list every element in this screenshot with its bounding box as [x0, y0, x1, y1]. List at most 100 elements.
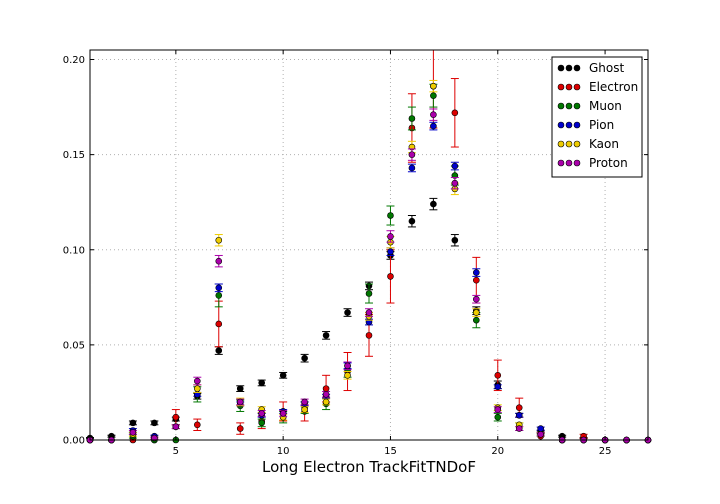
legend-marker — [565, 159, 573, 167]
data-point — [258, 379, 265, 387]
data-point — [515, 425, 523, 432]
data-point — [430, 122, 437, 130]
legend-marker — [565, 83, 573, 91]
data-point — [194, 421, 201, 429]
data-point — [258, 419, 265, 427]
data-point — [301, 354, 308, 362]
data-point — [430, 111, 437, 118]
legend-marker — [557, 64, 565, 72]
plot-frame — [89, 49, 649, 441]
data-point — [215, 320, 223, 328]
data-point — [215, 284, 223, 292]
data-point — [473, 309, 480, 316]
y-tick-label: 0.00 — [63, 436, 85, 447]
data-point — [387, 212, 394, 219]
data-point — [322, 391, 330, 398]
x-tick-label: 20 — [491, 446, 504, 457]
data-point — [430, 92, 437, 99]
legend-marker — [573, 102, 581, 110]
data-point — [473, 269, 480, 276]
legend-label: Pion — [589, 118, 614, 132]
legend-marker — [573, 121, 581, 129]
data-point — [215, 257, 223, 265]
data-point — [236, 398, 244, 406]
legend-label: Kaon — [589, 137, 619, 151]
x-tick-label: 10 — [277, 446, 290, 457]
data-point — [365, 290, 373, 297]
data-point — [151, 419, 158, 427]
legend-marker — [557, 159, 565, 167]
legend-label: Ghost — [589, 61, 624, 75]
data-point — [258, 410, 265, 417]
data-point — [537, 430, 544, 438]
data-point — [451, 162, 459, 170]
data-point — [322, 398, 330, 406]
data-point — [344, 362, 351, 370]
data-point — [301, 398, 308, 406]
legend-marker — [565, 121, 573, 129]
data-point — [515, 404, 523, 411]
y-tick-label: 0.10 — [63, 245, 85, 256]
y-tick-label: 0.05 — [63, 340, 85, 351]
data-point — [365, 309, 373, 316]
data-point — [408, 115, 416, 122]
y-tick-label: 0.20 — [63, 55, 85, 66]
legend-label: Electron — [589, 80, 638, 94]
x-tick-label: 5 — [173, 446, 179, 457]
data-point — [537, 425, 544, 432]
data-point — [408, 217, 416, 225]
legend-marker — [565, 64, 573, 72]
legend: Ghost Electron Muon Pion Kaon Proton — [551, 56, 643, 178]
data-point — [236, 385, 244, 392]
data-point — [494, 406, 502, 413]
legend-marker — [573, 140, 581, 148]
data-point — [194, 385, 201, 392]
series-proton — [86, 108, 652, 444]
data-point — [387, 248, 394, 255]
series-layer — [86, 49, 652, 444]
data-point — [129, 429, 137, 436]
data-point — [279, 410, 287, 417]
data-point — [451, 236, 459, 244]
legend-marker — [557, 102, 565, 110]
legend-marker — [557, 140, 565, 148]
data-point — [408, 151, 416, 158]
data-point — [494, 383, 502, 391]
legend-marker — [573, 83, 581, 91]
data-point — [473, 295, 480, 303]
data-point — [344, 309, 351, 316]
x-tick-label: 15 — [384, 446, 397, 457]
data-point — [322, 332, 330, 339]
data-point — [473, 316, 480, 324]
data-point — [387, 233, 394, 240]
data-point — [301, 406, 308, 413]
legend-box — [551, 56, 643, 178]
data-point — [236, 425, 244, 432]
data-point — [215, 292, 223, 299]
data-point — [365, 332, 373, 339]
data-point — [194, 377, 201, 385]
data-point — [473, 276, 480, 284]
legend-marker — [565, 140, 573, 148]
legend-marker — [557, 83, 565, 91]
data-point — [387, 273, 394, 280]
legend-label: Proton — [589, 156, 628, 170]
data-point — [129, 419, 137, 427]
legend-marker — [573, 64, 581, 72]
data-point — [279, 372, 287, 379]
data-point — [172, 413, 180, 421]
x-axis-label: Long Electron TrackFitTNDoF — [262, 458, 476, 476]
data-point — [408, 164, 416, 172]
data-point — [215, 236, 223, 244]
data-point — [494, 413, 502, 421]
x-tick-label: 25 — [599, 446, 612, 457]
data-point — [451, 109, 459, 117]
data-point — [430, 200, 437, 208]
data-point — [494, 372, 502, 379]
data-point — [451, 179, 459, 187]
data-point — [515, 411, 523, 419]
ticks: 5 10 15 20 25 0.00 0.05 0.10 0.15 0.20 — [63, 50, 648, 457]
legend-label: Muon — [589, 99, 622, 113]
legend-marker — [573, 159, 581, 167]
